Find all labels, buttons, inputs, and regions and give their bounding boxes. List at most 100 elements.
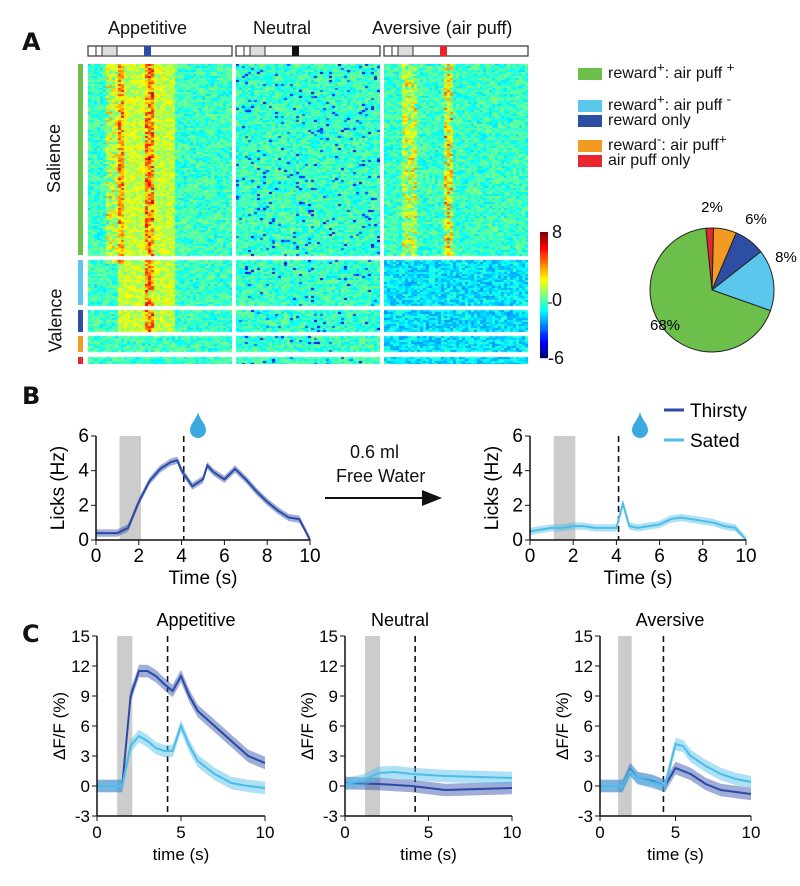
outcome-marker (292, 46, 299, 56)
x-axis-label: time (s) (647, 845, 704, 864)
colorbar-segment (540, 257, 548, 260)
y-tick-label: 0 (78, 530, 89, 551)
series-line-thirsty (344, 782, 513, 792)
y-tick-label: 0 (329, 777, 338, 796)
y-tick-label: 2 (512, 495, 523, 516)
legend-swatch (578, 100, 602, 113)
colorbar-segment (540, 316, 548, 319)
colorbar-segment (540, 347, 548, 350)
colorbar-segment (540, 322, 548, 325)
plot-title: Neutral (371, 610, 429, 630)
legend-swatch (578, 114, 602, 127)
x-tick-label: 10 (299, 546, 320, 567)
colorbar-segment (540, 351, 548, 354)
outcome-marker (440, 46, 447, 56)
heatmap-title-neutral: Neutral (253, 18, 312, 38)
x-tick-label: 10 (503, 823, 522, 842)
legend-label-sated: Sated (690, 431, 740, 452)
water-drop-icon (190, 412, 206, 438)
series-line-sated (97, 723, 266, 789)
colorbar-segment (540, 248, 548, 252)
y-axis-label: ΔF/F (%) (553, 692, 572, 760)
colorbar-segment (540, 271, 548, 275)
panel-label-c: C (22, 620, 40, 648)
colorbar-segment (540, 286, 548, 289)
legend-label: reward+: air puff + (608, 60, 735, 83)
colorbar-segment (540, 236, 548, 239)
x-tick-label: 2 (568, 546, 579, 567)
colorbar-segment (540, 267, 548, 270)
x-tick-label: 0 (525, 546, 536, 567)
legend-item: reward+: air puff + (578, 60, 734, 83)
colorbar-tick-zero: 0 (552, 290, 563, 310)
x-axis-label: Time (s) (604, 568, 673, 589)
heatmap-title-aversive: Aversive (air puff) (372, 18, 513, 38)
y-tick-label: 6 (81, 717, 90, 736)
colorbar-segment (540, 269, 548, 273)
colorbar-segment (540, 265, 548, 268)
colorbar-segment (540, 355, 548, 359)
x-tick-label: 5 (671, 823, 680, 842)
y-tick-label: 0 (512, 530, 523, 551)
colorbar-segment (540, 307, 548, 310)
y-tick-label: 9 (81, 687, 90, 706)
y-tick-label: 2 (78, 495, 89, 516)
colorbar-segment (540, 349, 548, 352)
colorbar-segment (540, 238, 548, 241)
row-group-bar (78, 260, 83, 305)
y-tick-label: 15 (574, 627, 593, 646)
colorbar-segment (540, 303, 548, 306)
sem-band-thirsty (96, 456, 310, 540)
y-tick-label: 6 (78, 426, 89, 447)
sem-band-thirsty (345, 776, 512, 797)
legend-item: air puff only (578, 152, 690, 170)
series-line-thirsty (96, 459, 311, 541)
x-tick-label: 8 (698, 546, 709, 567)
colorbar-segment (540, 309, 548, 312)
y-tick-label: 3 (81, 747, 90, 766)
y-tick-label: 12 (71, 657, 90, 676)
x-tick-label: 0 (595, 823, 604, 842)
cue-window-shade (553, 436, 576, 540)
y-tick-label: -3 (75, 807, 90, 826)
y-tick-label: 3 (584, 747, 593, 766)
legend-label: air puff only (608, 152, 691, 169)
series-line-sated (529, 499, 747, 541)
legend-item: reward+: air puff - (578, 92, 731, 115)
pie-slice (710, 251, 775, 312)
trial-timeline-bar (383, 45, 529, 57)
colorbar-segment (540, 290, 548, 294)
plot-title: Appetitive (156, 610, 235, 630)
sem-band-sated (97, 719, 265, 795)
y-tick-label: 6 (584, 717, 593, 736)
row-group-bar (78, 64, 83, 255)
colorbar-segment (540, 299, 548, 302)
colorbar-segment (540, 332, 548, 336)
legend-label-thirsty: Thirsty (690, 401, 748, 422)
panel-label-a: A (22, 28, 41, 56)
colorbar-segment (540, 292, 548, 296)
cue-period-marker (249, 45, 266, 57)
trial-timeline-bar (235, 45, 381, 57)
arrow-text-free-water: Free Water (336, 466, 426, 486)
colorbar-segment (540, 318, 548, 321)
y-axis-label: Licks (Hz) (482, 446, 503, 530)
colorbar-segment (540, 311, 548, 315)
row-group-bar (78, 336, 83, 352)
colorbar-segment (540, 326, 548, 329)
colorbar-segment (540, 288, 548, 291)
colorbar-segment (540, 278, 548, 281)
y-axis-label: ΔF/F (%) (50, 692, 69, 760)
panel-label-b: B (22, 382, 41, 410)
x-tick-label: 5 (424, 823, 433, 842)
y-tick-label: 15 (319, 627, 338, 646)
x-tick-label: 0 (92, 823, 101, 842)
arrow-text-amount: 0.6 ml (350, 442, 400, 462)
y-tick-label: 4 (512, 461, 523, 482)
colorbar-tick-min: -6 (548, 348, 565, 368)
colorbar-segment (540, 353, 548, 357)
y-tick-label: 15 (71, 627, 90, 646)
x-axis-label: Time (s) (169, 568, 238, 589)
colorbar-segment (540, 276, 548, 279)
